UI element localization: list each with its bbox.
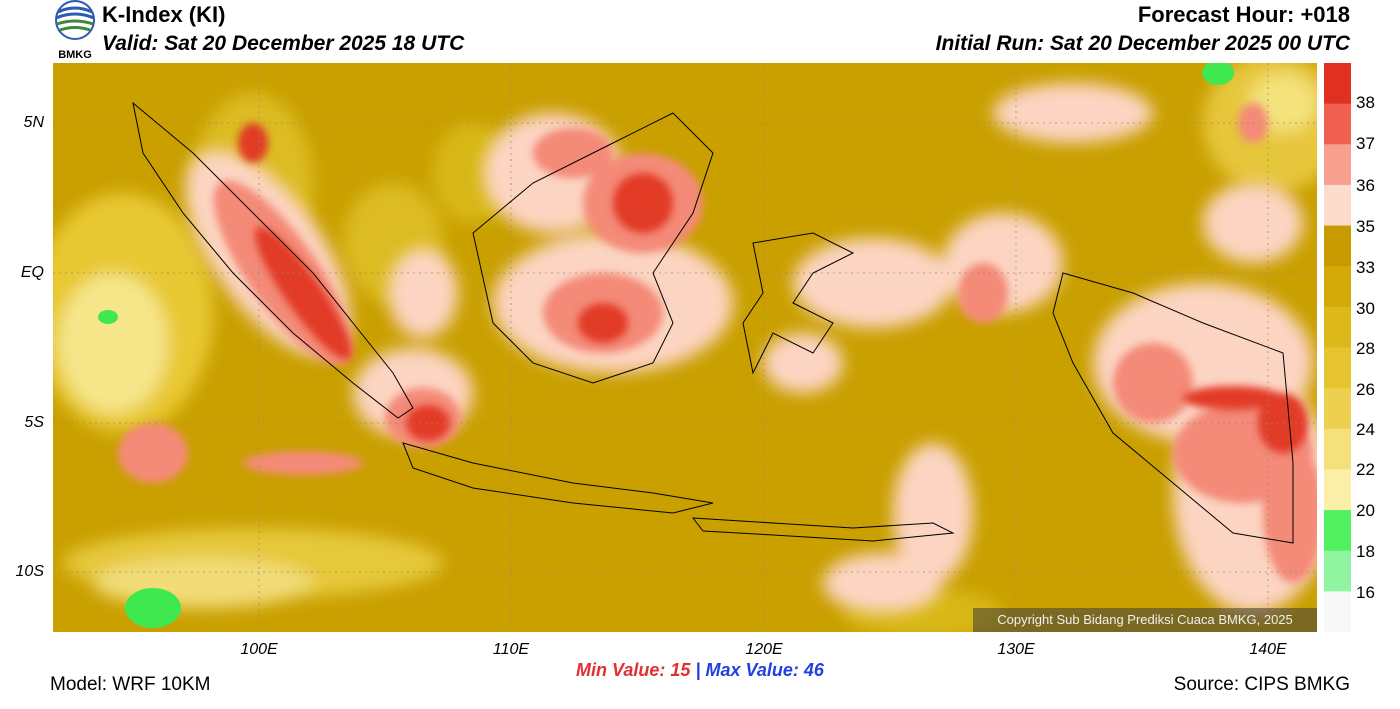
colorbar-segment (1324, 103, 1351, 145)
k-index-map (53, 63, 1317, 632)
lon-label-100e: 100E (240, 641, 278, 658)
sulawesi-coast (742, 232, 855, 375)
papua-coast (1052, 272, 1294, 544)
valid-time: Valid: Sat 20 December 2025 18 UTC (102, 32, 465, 55)
colorbar-label: 28 (1356, 339, 1375, 358)
min-max-values: Min Value: 15 | Max Value: 46 (0, 660, 1400, 681)
colorbar-label: 36 (1356, 176, 1375, 195)
colorbar-label: 30 (1356, 299, 1375, 318)
svg-text:BMKG: BMKG (58, 49, 92, 61)
colorbar-label: 37 (1356, 134, 1375, 153)
colorbar-segment (1324, 306, 1351, 348)
colorbar-segment (1324, 266, 1351, 308)
lat-label-5n: 5N (23, 114, 44, 131)
colorbar-segment (1324, 225, 1351, 267)
max-value: 46 (803, 660, 824, 680)
colorbar-label: 33 (1356, 258, 1375, 277)
ki-low-green-zones (98, 63, 1234, 628)
colorbar-label: 16 (1356, 583, 1375, 602)
colorbar-segment (1324, 550, 1351, 592)
colorbar-segment (1324, 510, 1351, 552)
model-label: Model: WRF 10KM (50, 674, 211, 695)
colorbar-label: 38 (1356, 93, 1375, 112)
nusa-tenggara-coast (691, 517, 955, 542)
color-bar (1324, 63, 1351, 632)
source-label: Source: CIPS BMKG (1173, 674, 1350, 695)
colorbar-segment (1324, 591, 1351, 632)
colorbar-segment (1324, 63, 1351, 105)
colorbar-segment (1324, 144, 1351, 186)
colorbar-label: 22 (1356, 460, 1375, 479)
copyright-notice: Copyright Sub Bidang Prediksi Cuaca BMKG… (973, 608, 1317, 632)
max-value-label: Max Value: (705, 660, 799, 680)
initial-run: Initial Run: Sat 20 December 2025 00 UTC (935, 32, 1350, 55)
lon-label-140e: 140E (1249, 641, 1287, 658)
lon-label-130e: 130E (997, 641, 1035, 658)
borneo-coast (472, 112, 714, 384)
colorbar-label: 24 (1356, 420, 1375, 439)
colorbar-label: 18 (1356, 542, 1375, 561)
colorbar-segment (1324, 388, 1351, 430)
lat-label-eq: EQ (20, 264, 44, 281)
lat-label-10s: 10S (15, 563, 44, 580)
min-value-label: Min Value: (576, 660, 666, 680)
coastlines (132, 101, 1294, 544)
colorbar-segment (1324, 184, 1351, 227)
lat-label-5s: 5S (24, 414, 44, 431)
sumatra-coast (132, 101, 414, 419)
forecast-hour: Forecast Hour: +018 (1137, 2, 1350, 27)
colorbar-segment (1324, 347, 1351, 389)
colorbar-label: 26 (1356, 380, 1375, 399)
map-title: K-Index (KI) (102, 2, 226, 27)
separator: | (695, 660, 701, 680)
lon-label-110e: 110E (492, 641, 530, 658)
bmkg-logo: BMKG (55, 0, 95, 61)
min-value: 15 (670, 660, 691, 680)
gridlines (53, 63, 1317, 632)
lon-label-120e: 120E (745, 641, 783, 658)
colorbar-segment (1324, 428, 1351, 470)
colorbar-segment (1324, 469, 1351, 511)
java-coast (402, 442, 714, 514)
colorbar-label: 35 (1356, 217, 1375, 236)
colorbar-label: 20 (1356, 501, 1375, 520)
